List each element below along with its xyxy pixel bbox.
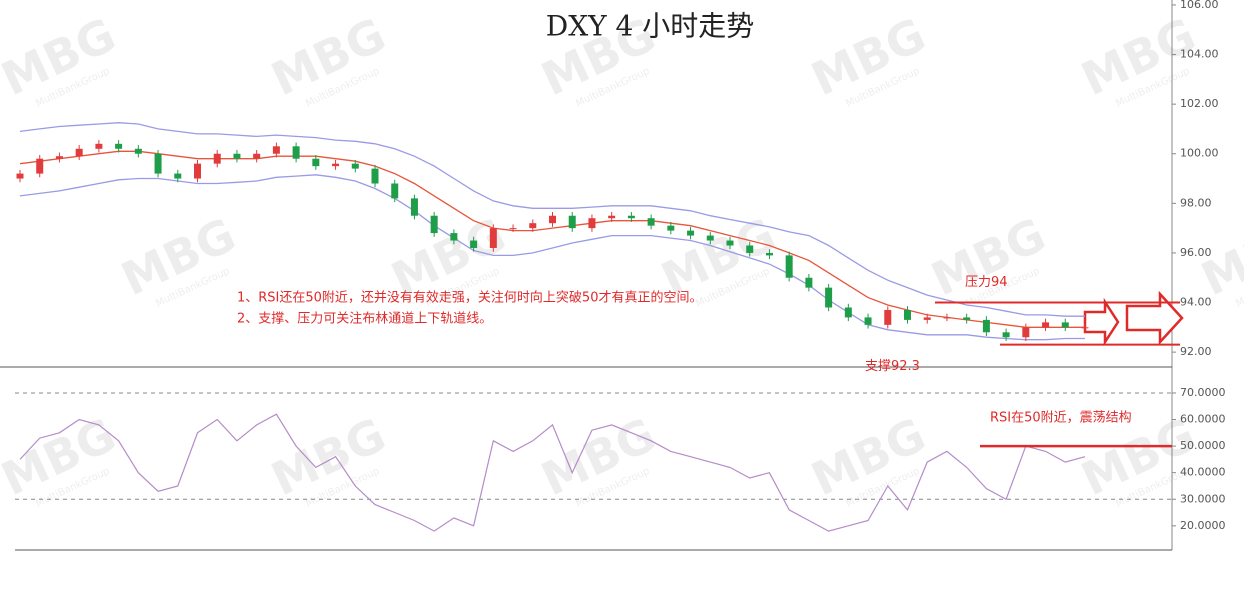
y-tick-label: 104.00 bbox=[1180, 48, 1219, 61]
y-tick-label: 106.00 bbox=[1180, 0, 1219, 11]
band-line bbox=[19, 122, 1085, 317]
candle-body bbox=[194, 163, 201, 179]
candle-body bbox=[134, 148, 142, 154]
candle-body bbox=[844, 307, 852, 318]
candle-body bbox=[529, 223, 537, 229]
candle-body bbox=[884, 309, 892, 325]
level-label: 支撑92.3 bbox=[865, 359, 920, 374]
candle-body bbox=[923, 317, 931, 320]
level-label: 压力94 bbox=[965, 275, 1008, 290]
candle-body bbox=[213, 153, 221, 164]
candle-body bbox=[746, 245, 754, 253]
candle-body bbox=[904, 309, 911, 320]
candle-body bbox=[765, 252, 773, 256]
candle-body bbox=[154, 153, 162, 174]
candle-body bbox=[627, 215, 635, 219]
candle-body bbox=[687, 230, 695, 236]
candle-body bbox=[805, 277, 813, 288]
candle-body bbox=[489, 228, 497, 248]
arrow bbox=[1083, 297, 1120, 347]
candle-body bbox=[1042, 322, 1050, 328]
candle-body bbox=[115, 143, 123, 149]
y-tick-label: 40.0000 bbox=[1180, 466, 1226, 479]
y-tick-label: 100.00 bbox=[1180, 147, 1219, 160]
level-label: RSI在50附近，震荡结构 bbox=[990, 411, 1132, 426]
candle-body bbox=[864, 317, 872, 325]
candle-body bbox=[982, 319, 990, 333]
y-tick-label: 20.0000 bbox=[1180, 519, 1226, 532]
candle-body bbox=[332, 163, 340, 167]
y-tick-label: 50.0000 bbox=[1180, 439, 1226, 452]
y-tick-label: 94.00 bbox=[1180, 296, 1212, 309]
candle-body bbox=[588, 218, 596, 229]
candle-body bbox=[667, 225, 675, 231]
candle-body bbox=[549, 215, 556, 224]
candle-body bbox=[726, 240, 734, 246]
arrow bbox=[1125, 290, 1184, 346]
candle-body bbox=[391, 183, 399, 199]
annotation: 2、支撑、压力可关注布林通道上下轨道线。 bbox=[237, 312, 492, 327]
candle-body bbox=[943, 317, 951, 319]
candle-body bbox=[430, 215, 438, 234]
y-tick-label: 102.00 bbox=[1180, 97, 1219, 110]
candle-body bbox=[509, 228, 517, 230]
candle-body bbox=[450, 233, 458, 241]
candle-body bbox=[568, 215, 576, 229]
candle-body bbox=[1002, 332, 1010, 338]
chart-title: DXY 4 小时走势 bbox=[546, 10, 754, 43]
candle-body bbox=[785, 255, 793, 278]
candle-body bbox=[253, 153, 261, 159]
candle-body bbox=[233, 153, 241, 159]
candle-body bbox=[16, 173, 24, 179]
y-tick-label: 92.00 bbox=[1180, 345, 1212, 358]
y-tick-label: 30.0000 bbox=[1180, 492, 1226, 505]
candle-body bbox=[706, 235, 714, 241]
candle-body bbox=[647, 218, 655, 226]
y-tick-label: 98.00 bbox=[1180, 196, 1212, 209]
candle-body bbox=[55, 156, 63, 159]
candle-body bbox=[351, 163, 359, 169]
rsi-line bbox=[19, 413, 1086, 532]
candle-body bbox=[95, 143, 103, 149]
candle-body bbox=[410, 198, 418, 216]
candle-body bbox=[470, 240, 478, 248]
y-tick-label: 60.0000 bbox=[1180, 413, 1226, 426]
band-line bbox=[19, 174, 1085, 341]
candle-body bbox=[36, 158, 44, 174]
candle-body bbox=[292, 146, 300, 159]
annotation: 1、RSI还在50附近，还并没有有效走强，关注何时向上突破50才有真正的空间。 bbox=[237, 290, 702, 306]
y-tick-label: 96.00 bbox=[1180, 246, 1212, 259]
candle-body bbox=[272, 146, 280, 154]
candle-body bbox=[371, 168, 379, 184]
candle-body bbox=[608, 215, 616, 219]
candle-body bbox=[174, 173, 182, 179]
candle-body bbox=[75, 148, 83, 157]
candle-body bbox=[312, 158, 320, 167]
candle-body bbox=[1061, 322, 1069, 328]
candle-body bbox=[963, 317, 971, 320]
y-tick-label: 70.0000 bbox=[1180, 386, 1226, 399]
candle-body bbox=[1081, 327, 1089, 329]
candle-body bbox=[825, 287, 833, 308]
candle-body bbox=[1022, 327, 1030, 338]
